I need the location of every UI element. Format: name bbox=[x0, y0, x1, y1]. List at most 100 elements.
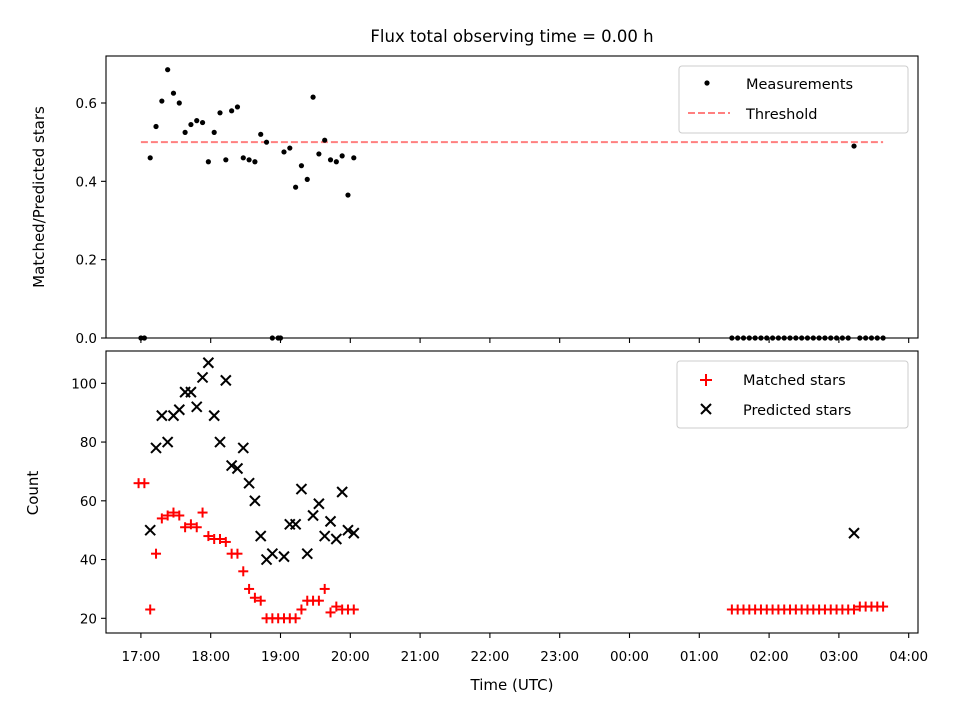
predicted-star-point bbox=[330, 533, 343, 545]
measurement-point bbox=[240, 155, 246, 161]
predicted-star-point bbox=[220, 374, 232, 387]
matched-star-point bbox=[151, 548, 162, 559]
predicted-star-point bbox=[266, 547, 279, 560]
predicted-star-point bbox=[243, 477, 255, 489]
predicted-star-point bbox=[237, 442, 249, 454]
predicted-star-point bbox=[196, 371, 209, 384]
x-axis-label: Time (UTC) bbox=[470, 676, 554, 694]
measurement-point bbox=[165, 67, 171, 73]
matched-star-point bbox=[255, 595, 266, 606]
predicted-star-point bbox=[313, 498, 325, 510]
count-panel: 20 40 60 80 100 17:00 18:00 19:00 20:00 21:00 22:… bbox=[24, 350, 928, 694]
matched-legend-label: Matched stars bbox=[743, 373, 846, 389]
predicted-star-point bbox=[336, 486, 348, 498]
matched-star-point bbox=[197, 507, 208, 518]
predicted-star-point bbox=[348, 527, 360, 539]
measurement-point bbox=[298, 163, 305, 169]
predicted-star-point bbox=[278, 550, 290, 563]
predicted-star-point bbox=[249, 495, 261, 507]
measurement-point bbox=[223, 157, 229, 163]
matched-star-point bbox=[313, 595, 324, 606]
measurement-point bbox=[351, 155, 357, 161]
matched-star-point bbox=[232, 548, 243, 559]
measurement-point bbox=[153, 123, 159, 130]
count-y-tick-label: 40 bbox=[80, 553, 97, 569]
predicted-star-point bbox=[208, 409, 220, 422]
ratio-y-axis-label: Matched/Predicted stars bbox=[30, 106, 48, 288]
predicted-star-point bbox=[295, 483, 308, 495]
ratio-legend-box bbox=[678, 65, 909, 134]
measurement-point bbox=[182, 129, 188, 135]
measurement-point bbox=[281, 149, 287, 155]
matched-star-point bbox=[325, 607, 336, 618]
measurement-point bbox=[310, 94, 316, 100]
measurement-point bbox=[199, 119, 206, 126]
measurement-point bbox=[322, 137, 328, 143]
predicted-star-point bbox=[214, 436, 226, 448]
threshold-legend-label: Threshold bbox=[745, 107, 817, 123]
matched-star-point bbox=[249, 592, 260, 603]
matched-star-point bbox=[849, 604, 860, 615]
predicted-star-point bbox=[202, 357, 215, 369]
x-tick-label: 23:00 bbox=[540, 649, 579, 665]
predicted-star-point bbox=[307, 509, 319, 522]
predicted-star-point bbox=[231, 462, 244, 475]
chart-title: Flux total observing time = 0.00 h bbox=[370, 27, 653, 46]
measurement-point bbox=[333, 159, 339, 165]
count-x-axis: 17:00 18:00 19:00 20:00 21:00 22:00 23:00 00:00… bbox=[121, 633, 928, 665]
predicted-star-point bbox=[144, 524, 156, 536]
measurement-point bbox=[170, 90, 177, 96]
matched-star-point bbox=[145, 604, 156, 615]
matched-star-point bbox=[348, 604, 359, 615]
measurement-point bbox=[188, 121, 194, 128]
x-tick-label: 17:00 bbox=[121, 649, 160, 665]
x-tick-label: 19:00 bbox=[261, 649, 300, 665]
matched-star-point bbox=[168, 507, 179, 518]
count-y-axis: 20 40 60 80 100 bbox=[71, 376, 106, 627]
count-y-tick-label: 60 bbox=[80, 494, 97, 510]
predicted-star-point bbox=[301, 547, 313, 560]
x-tick-label: 00:00 bbox=[610, 649, 649, 665]
x-tick-label: 21:00 bbox=[401, 649, 440, 665]
matched-star-point bbox=[238, 566, 249, 577]
predicted-legend-label: Predicted stars bbox=[743, 403, 851, 419]
x-tick-label: 22:00 bbox=[470, 649, 509, 665]
predicted-star-point bbox=[324, 515, 337, 528]
matched-star-point bbox=[319, 583, 330, 594]
matched-star-point bbox=[180, 522, 191, 533]
matched-legend-marker bbox=[700, 374, 712, 386]
predicted-star-point bbox=[191, 401, 203, 413]
measurement-point bbox=[234, 104, 241, 110]
ratio-legend: Measurements Threshold bbox=[678, 65, 909, 134]
matched-star-point bbox=[220, 536, 231, 547]
count-y-tick-label: 100 bbox=[71, 376, 97, 392]
measurement-point bbox=[345, 192, 351, 198]
predicted-legend-marker bbox=[700, 403, 712, 415]
matched-star-point bbox=[331, 601, 342, 612]
measurement-point bbox=[327, 157, 334, 163]
ratio-plot-frame bbox=[105, 55, 919, 339]
measurement-point bbox=[304, 176, 310, 182]
matched-star-point bbox=[290, 613, 301, 624]
matched-star-point bbox=[185, 519, 196, 530]
matched-star-point bbox=[215, 534, 226, 544]
measurement-point bbox=[159, 98, 165, 104]
predicted-star-point bbox=[150, 442, 162, 454]
ratio-y-tick-label: 0.2 bbox=[76, 253, 97, 269]
predicted-star-point bbox=[225, 459, 238, 472]
measurement-point bbox=[258, 131, 264, 137]
measurement-point bbox=[339, 153, 345, 159]
measurement-point bbox=[147, 155, 153, 161]
predicted-star-point bbox=[255, 530, 267, 542]
ratio-y-tick-label: 0.0 bbox=[76, 331, 97, 347]
measurements-legend-label: Measurements bbox=[746, 77, 853, 93]
measurement-point bbox=[205, 159, 211, 165]
matched-star-point bbox=[191, 522, 202, 533]
measurement-point bbox=[851, 143, 857, 149]
matched-star-point bbox=[156, 513, 167, 524]
matched-star-point bbox=[296, 604, 307, 615]
predicted-star-point bbox=[156, 409, 168, 422]
measurement-point bbox=[246, 157, 252, 163]
predicted-star-point bbox=[289, 518, 302, 531]
